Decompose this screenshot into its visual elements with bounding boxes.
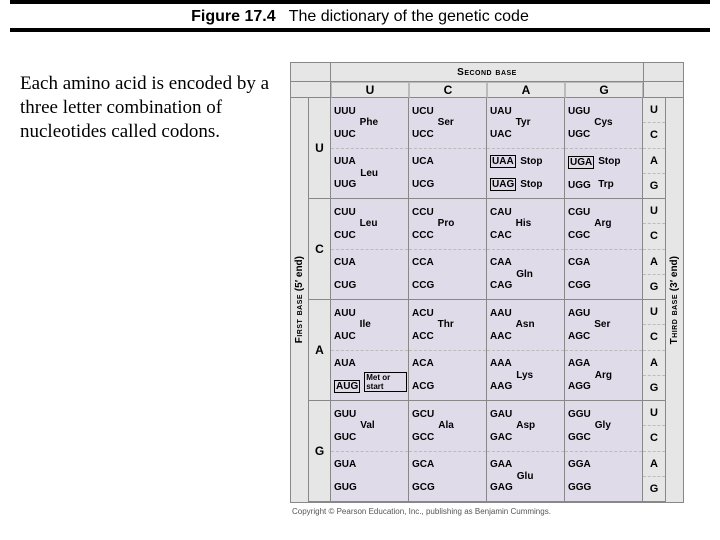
third-base-col: UCAG — [643, 401, 665, 502]
codon-cell: GGUGGCGlyGGAGGG — [565, 401, 643, 502]
row-header-C: C — [309, 199, 331, 300]
third-base-col: UCAG — [643, 199, 665, 300]
corner-spacer — [291, 82, 331, 98]
codon-cell: AGUAGCSerAGAAGGArg — [565, 300, 643, 401]
copyright-text: Copyright © Pearson Education, Inc., pub… — [290, 503, 684, 516]
figure-number: Figure 17.4 — [191, 8, 275, 25]
second-base-header: Second base — [331, 63, 643, 82]
row-header-A: A — [309, 300, 331, 401]
codon-cell: GAUGACAspGAAGAGGlu — [487, 401, 565, 502]
description-text: Each amino acid is encoded by a three le… — [20, 62, 290, 516]
figure-caption: The dictionary of the genetic code — [289, 8, 529, 25]
codon-cell: AAUAACAsnAAAAAGLys — [487, 300, 565, 401]
codon-cell: GUUGUCValGUAGUG — [331, 401, 409, 502]
codon-cell: UAUUACTyrUAAUAGStopStop — [487, 98, 565, 199]
col-header-U: U — [331, 82, 409, 98]
codon-cell: GCUGCCAlaGCAGCG — [409, 401, 487, 502]
codon-cell: CUUCUCLeuCUACUG — [331, 199, 409, 300]
row-header-U: U — [309, 98, 331, 199]
codon-cell: UGUUGCCysUGAUGGStopTrp — [565, 98, 643, 199]
corner-spacer — [643, 82, 683, 98]
codon-cell: UUUUUCPheUUAUUGLeu — [331, 98, 409, 199]
content-area: Each amino acid is encoded by a three le… — [0, 32, 720, 516]
figure-title: Figure 17.4 The dictionary of the geneti… — [0, 4, 720, 28]
codon-cell: CGUCGCArgCGACGG — [565, 199, 643, 300]
corner-spacer — [291, 63, 331, 82]
codon-cell: CCUCCCProCCACCG — [409, 199, 487, 300]
col-header-A: A — [487, 82, 565, 98]
codon-cell: AUUAUCIleAUAAUGMet or start — [331, 300, 409, 401]
third-base-label: Third base (3′ end) — [665, 98, 683, 502]
third-base-col: UCAG — [643, 98, 665, 199]
row-header-G: G — [309, 401, 331, 502]
codon-cell: ACUACCThrACAACG — [409, 300, 487, 401]
codon-cell: CAUCACHisCAACAGGln — [487, 199, 565, 300]
third-base-col: UCAG — [643, 300, 665, 401]
corner-spacer — [643, 63, 683, 82]
col-header-C: C — [409, 82, 487, 98]
first-base-label: First base (5′ end) — [291, 98, 309, 502]
codon-table: Second base U C A G First base (5′ end) … — [290, 62, 684, 503]
codon-table-wrap: Second base U C A G First base (5′ end) … — [290, 62, 684, 516]
codon-cell: UCUUCCSerUCAUCG — [409, 98, 487, 199]
col-header-G: G — [565, 82, 643, 98]
